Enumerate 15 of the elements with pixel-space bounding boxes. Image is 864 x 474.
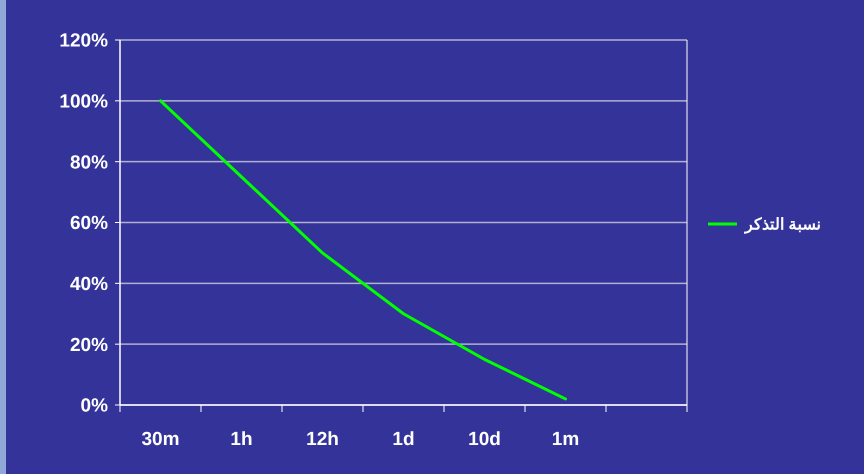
y-tick-label: 0% xyxy=(80,396,108,417)
y-tick-label: 20% xyxy=(70,334,108,356)
y-tick-label: 60% xyxy=(70,213,108,234)
y-tick-label: 80% xyxy=(70,152,108,174)
x-tick-label: 1m xyxy=(552,429,580,450)
y-tick-label: 100% xyxy=(59,91,108,112)
y-tick-label: 120% xyxy=(59,30,108,52)
y-tick-label: 40% xyxy=(70,274,108,295)
x-tick-label: 30m xyxy=(141,429,180,450)
x-tick-label: 1h xyxy=(230,429,253,450)
legend-label: نسبة التذكر xyxy=(744,216,820,235)
x-tick-label: 12h xyxy=(306,429,339,450)
line-series xyxy=(159,99,567,400)
x-tick-label: 10d xyxy=(468,429,501,450)
x-tick-label: 1d xyxy=(392,429,415,450)
